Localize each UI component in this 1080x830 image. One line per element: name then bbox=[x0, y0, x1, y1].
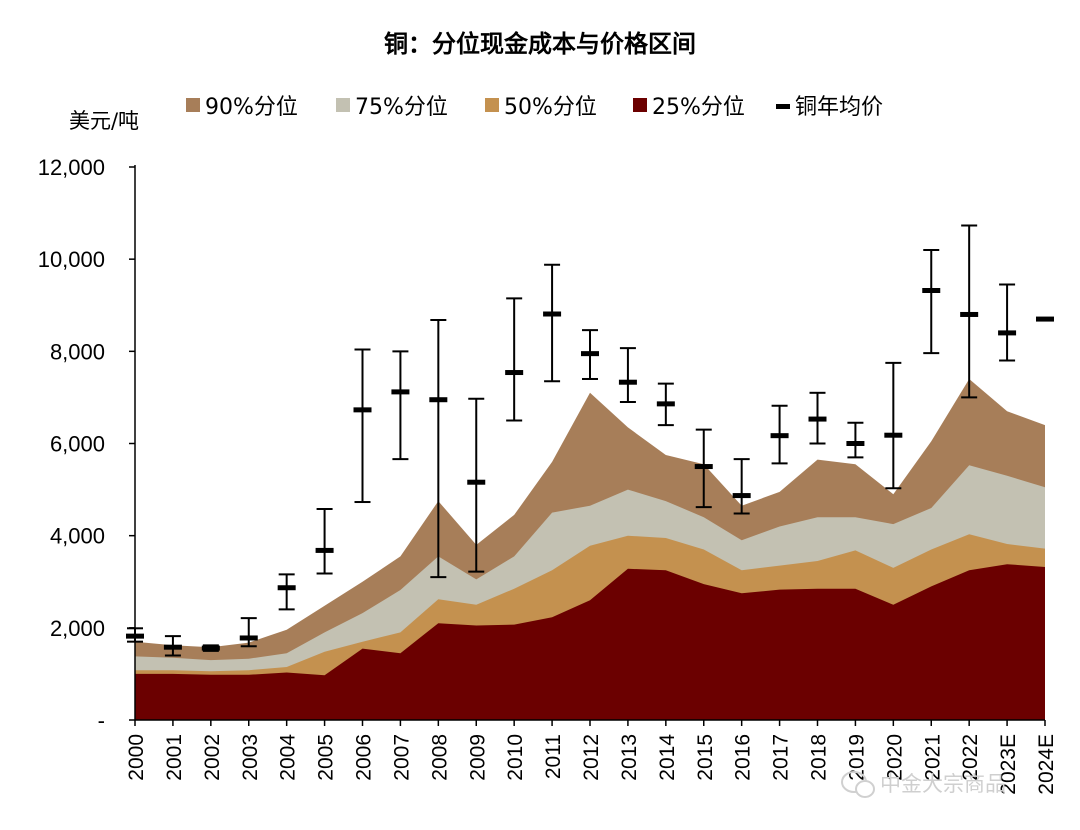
price-average-marker bbox=[163, 644, 182, 650]
x-tick-label: 2014 bbox=[656, 734, 679, 781]
area-25%分位 bbox=[135, 564, 1045, 720]
y-tick-label: 4,000 bbox=[50, 524, 105, 549]
price-average-marker bbox=[543, 311, 562, 317]
x-tick-label: 2022 bbox=[959, 734, 982, 781]
y-tick-label: 12,000 bbox=[38, 155, 105, 180]
x-tick-label: 2019 bbox=[845, 734, 868, 781]
watermark: 中金大宗商品 bbox=[841, 771, 1006, 798]
legend-price-marker bbox=[776, 104, 790, 109]
x-tick-label: 2003 bbox=[239, 734, 262, 781]
legend-label: 铜年均价 bbox=[795, 95, 883, 120]
y-tick-label: - bbox=[98, 708, 105, 733]
price-ranges bbox=[126, 224, 1054, 657]
price-average-marker bbox=[656, 401, 675, 407]
legend-swatch bbox=[186, 98, 200, 112]
x-tick-label: 2018 bbox=[808, 734, 831, 781]
price-average-marker bbox=[998, 330, 1017, 336]
x-tick-label: 2011 bbox=[542, 734, 565, 779]
price-average-marker bbox=[581, 351, 599, 357]
price-average-marker bbox=[391, 389, 410, 395]
legend-swatch bbox=[336, 98, 350, 112]
x-tick-label: 2023E bbox=[997, 734, 1020, 795]
price-average-marker bbox=[505, 370, 524, 376]
legend-label: 90%分位 bbox=[205, 95, 298, 120]
price-average-marker bbox=[315, 547, 334, 553]
price-average-marker bbox=[884, 432, 903, 438]
price-average-marker bbox=[732, 493, 751, 499]
stacked-areas bbox=[135, 379, 1045, 720]
x-tick-label: 2017 bbox=[770, 734, 793, 781]
y-tick-label: 8,000 bbox=[50, 339, 105, 364]
price-average-marker bbox=[770, 433, 789, 439]
x-tick-label: 2008 bbox=[428, 734, 451, 781]
legend-swatch bbox=[633, 98, 647, 112]
price-average-marker bbox=[1036, 316, 1054, 322]
x-tick-label: 2004 bbox=[277, 734, 300, 781]
price-average-marker bbox=[353, 407, 372, 413]
x-tick-label: 2001 bbox=[163, 734, 186, 781]
legend-label: 50%分位 bbox=[504, 95, 597, 120]
y-axis-unit: 美元/吨 bbox=[69, 109, 139, 133]
x-tick-label: 2020 bbox=[883, 734, 906, 781]
y-tick-label: 2,000 bbox=[50, 616, 105, 641]
x-tick-label: 2002 bbox=[201, 734, 224, 781]
price-average-marker bbox=[618, 379, 637, 385]
x-tick-label: 2012 bbox=[580, 734, 603, 781]
x-tick-label: 2005 bbox=[315, 734, 338, 781]
price-average-marker bbox=[846, 441, 865, 446]
x-tick-label: 2010 bbox=[504, 734, 527, 781]
price-average-marker bbox=[467, 479, 486, 485]
price-average-marker bbox=[126, 633, 144, 639]
axes: - 2,000 4,000 6,000 8,000 10,000 12,000 2000 200… bbox=[38, 155, 1058, 795]
price-average-marker bbox=[239, 635, 258, 641]
x-tick-label: 2016 bbox=[732, 734, 755, 781]
x-tick-label: 2007 bbox=[390, 734, 413, 781]
watermark-text: 中金大宗商品 bbox=[880, 772, 1006, 796]
y-tick-label: 6,000 bbox=[50, 432, 105, 457]
x-tick-label: 2013 bbox=[618, 734, 641, 781]
legend-label: 75%分位 bbox=[355, 95, 448, 120]
price-average-marker bbox=[808, 416, 827, 422]
x-tick-label: 2006 bbox=[353, 734, 376, 781]
price-average-marker bbox=[922, 288, 941, 294]
price-average-marker bbox=[960, 311, 979, 317]
legend: 90%分位 75%分位 50%分位 25%分位 铜年均价 bbox=[186, 95, 883, 120]
y-tick-label: 10,000 bbox=[38, 247, 105, 272]
price-average-marker bbox=[694, 464, 713, 470]
x-tick-label: 2024E bbox=[1035, 734, 1058, 795]
price-average-marker bbox=[429, 397, 448, 403]
chart-title: 铜：分位现金成本与价格区间 bbox=[384, 30, 696, 58]
legend-swatch bbox=[485, 98, 499, 112]
price-average-marker bbox=[201, 645, 220, 651]
x-tick-label: 2000 bbox=[125, 734, 148, 781]
x-tick-label: 2015 bbox=[694, 734, 717, 781]
legend-label: 25%分位 bbox=[652, 95, 745, 120]
x-tick-label: 2021 bbox=[921, 734, 944, 781]
price-average-marker bbox=[277, 585, 296, 591]
wechat-icon bbox=[841, 771, 875, 798]
x-tick-label: 2009 bbox=[466, 734, 489, 781]
